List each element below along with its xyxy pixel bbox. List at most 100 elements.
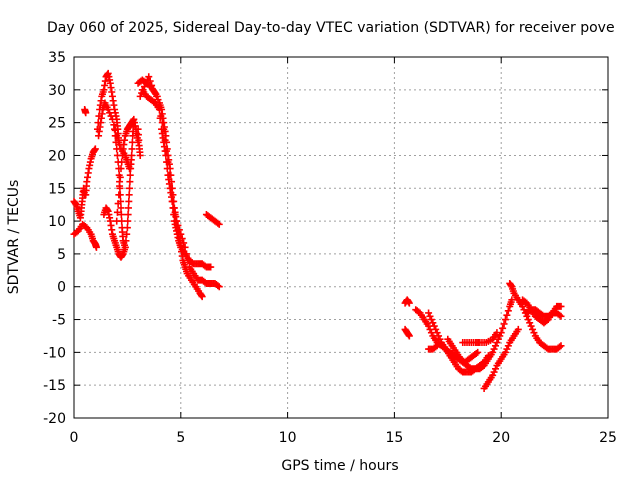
data-point [526,319,534,327]
data-point [165,171,173,179]
data-point [157,112,165,120]
data-point [427,316,435,324]
series-arc-m [138,86,223,291]
data-point [124,217,132,225]
data-point [501,348,509,356]
data-point [163,147,171,155]
y-tick-label: 30 [48,83,66,99]
data-point [426,312,434,320]
data-point [425,309,433,317]
chart-title: Day 060 of 2025, Sidereal Day-to-day VTE… [47,20,615,36]
data-point [504,342,512,350]
data-point [114,158,122,166]
y-tick-label: 35 [48,50,66,66]
data-point [472,349,480,357]
data-point [161,136,169,144]
data-point [106,109,114,117]
data-point [493,339,501,347]
series-arc-t [425,342,441,353]
data-point [160,125,168,133]
data-point [530,329,538,337]
y-tick-label: -5 [52,313,66,329]
data-point [108,115,116,123]
data-point [124,204,132,212]
series-arc-b [70,220,100,251]
y-tick-label: 5 [57,247,66,263]
data-point [504,307,512,315]
data-point [136,151,144,159]
data-point [474,348,482,356]
y-tick-label: 15 [48,181,66,197]
data-point [142,79,150,87]
data-point [180,239,188,247]
y-tick-label: 0 [57,280,66,296]
data-point [111,132,119,140]
data-point [91,145,99,153]
y-tick-label: 25 [48,116,66,132]
data-point [177,230,185,238]
data-point [107,112,115,120]
data-point [158,119,166,127]
y-tick-label: 20 [48,148,66,164]
data-point [489,348,497,356]
series-arc-p [401,325,413,340]
data-point [113,151,121,159]
data-point [557,302,565,310]
data-point [174,221,182,229]
data-point [490,345,498,353]
data-point [118,217,126,225]
series-arc-i [111,125,129,251]
data-point [123,230,131,238]
series-arc-d [82,145,99,199]
data-point [164,158,172,166]
data-point [214,282,222,290]
data-point [557,312,565,320]
series-arc-l [136,73,215,271]
x-tick-labels: 0 5 10 15 20 25 [70,430,617,446]
data-point [215,220,223,228]
data-point [116,191,124,199]
series-arc-s [444,335,482,366]
data-point [115,171,123,179]
y-tick-label: 10 [48,214,66,230]
data-point [126,171,134,179]
data-point [215,283,223,291]
data-point [492,365,500,373]
data-point [170,204,178,212]
data-point [182,250,190,258]
series-arc-n [202,211,223,228]
x-tick-label: 25 [599,430,617,446]
data-point [556,311,564,319]
data-point [128,145,136,153]
plot-frame [73,56,609,419]
series-arc-j [134,125,144,159]
data-point [184,256,192,264]
data-point [124,211,132,219]
y-tick-label: -20 [43,411,66,427]
data-point [405,332,413,340]
data-point [125,191,133,199]
data-point [514,325,522,333]
data-point [484,352,492,360]
data-point [433,342,441,350]
data-point [433,329,441,337]
data-point [175,226,183,234]
data-point [128,151,136,159]
data-point [155,106,163,114]
data-point [125,197,133,205]
data-point [524,316,532,324]
data-point [503,311,511,319]
y-tick-labels: -20 -15 -10 -5 0 5 10 15 20 25 30 35 [43,50,66,427]
data-point [136,92,144,100]
data-point [82,109,90,117]
y-tick-label: -10 [43,345,66,361]
data-point [500,320,508,328]
data-point [167,184,175,192]
data-point [117,211,125,219]
series-arc-v [480,325,522,392]
x-tick-label: 5 [176,430,185,446]
series-arc-r [425,309,492,376]
data-point [126,184,134,192]
grid [74,57,608,418]
